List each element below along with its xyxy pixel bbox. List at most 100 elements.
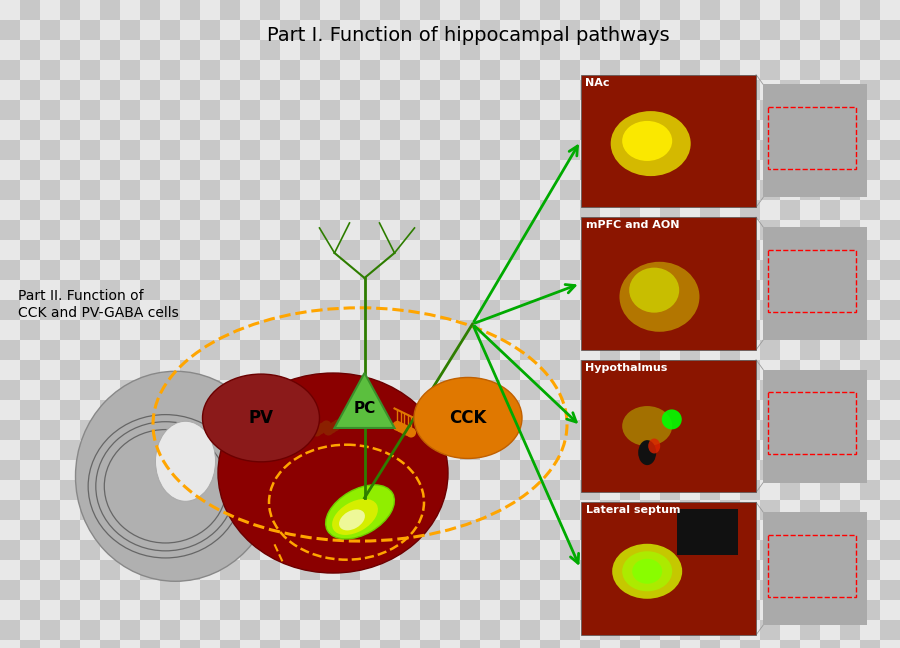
Bar	[20, 20, 40, 40]
Bar	[340, 540, 360, 560]
Bar	[760, 620, 780, 640]
Bar	[340, 520, 360, 540]
Bar	[240, 60, 260, 80]
Bar	[763, 84, 867, 198]
Bar	[820, 540, 840, 560]
Bar	[300, 100, 320, 120]
Bar	[780, 140, 800, 160]
Bar	[380, 620, 400, 640]
Bar	[540, 300, 560, 320]
Bar	[380, 80, 400, 100]
Bar	[300, 400, 320, 420]
Bar	[320, 560, 340, 580]
Bar	[720, 60, 740, 80]
Bar	[500, 580, 520, 600]
Bar	[880, 540, 900, 560]
Ellipse shape	[629, 268, 680, 312]
Bar	[740, 560, 760, 580]
Bar	[740, 220, 760, 240]
Bar	[600, 200, 620, 220]
Bar	[660, 300, 680, 320]
Bar	[840, 520, 860, 540]
Bar	[740, 440, 760, 460]
Bar	[760, 280, 780, 300]
Bar	[260, 580, 280, 600]
Bar	[140, 340, 160, 360]
Bar	[820, 300, 840, 320]
Bar	[460, 120, 480, 140]
Bar	[80, 440, 100, 460]
Bar	[800, 60, 820, 80]
Bar	[360, 340, 380, 360]
Bar	[660, 140, 680, 160]
Bar	[700, 120, 720, 140]
Bar	[540, 380, 560, 400]
Bar	[500, 320, 520, 340]
Bar	[220, 140, 240, 160]
Bar	[260, 80, 280, 100]
Bar	[480, 40, 500, 60]
Bar	[500, 160, 520, 180]
Bar	[500, 80, 520, 100]
Bar	[320, 0, 340, 20]
Ellipse shape	[611, 111, 690, 176]
Bar	[580, 20, 600, 40]
Bar	[40, 480, 60, 500]
Bar	[60, 180, 80, 200]
Bar	[380, 600, 400, 620]
Bar	[460, 600, 480, 620]
Bar	[700, 620, 720, 640]
Bar	[880, 280, 900, 300]
Bar	[860, 640, 880, 648]
Bar	[560, 260, 580, 280]
Bar	[180, 380, 200, 400]
Bar	[480, 380, 500, 400]
Bar	[360, 440, 380, 460]
Bar	[40, 280, 60, 300]
Bar	[520, 460, 540, 480]
Bar	[260, 520, 280, 540]
Bar	[340, 400, 360, 420]
Bar	[480, 220, 500, 240]
Bar	[560, 200, 580, 220]
Bar	[20, 520, 40, 540]
Bar	[580, 60, 600, 80]
Bar	[680, 640, 700, 648]
Bar	[320, 520, 340, 540]
Bar	[80, 100, 100, 120]
Bar	[160, 140, 180, 160]
Bar	[780, 520, 800, 540]
Bar	[860, 500, 880, 520]
Bar	[260, 540, 280, 560]
Bar	[300, 460, 320, 480]
Bar	[220, 160, 240, 180]
Bar	[360, 220, 380, 240]
Bar	[180, 540, 200, 560]
Bar	[640, 20, 660, 40]
Bar	[740, 180, 760, 200]
Bar	[620, 440, 640, 460]
Bar	[380, 120, 400, 140]
Bar	[80, 300, 100, 320]
Bar	[760, 460, 780, 480]
Bar	[540, 580, 560, 600]
Bar	[20, 400, 40, 420]
Bar	[40, 560, 60, 580]
Bar	[300, 640, 320, 648]
Bar	[420, 320, 440, 340]
Bar	[720, 20, 740, 40]
Bar	[100, 20, 120, 40]
Bar	[280, 40, 300, 60]
Bar	[120, 360, 140, 380]
Bar	[460, 160, 480, 180]
Bar	[20, 180, 40, 200]
Bar	[500, 20, 520, 40]
Bar	[0, 140, 20, 160]
Bar	[800, 440, 820, 460]
Bar	[420, 220, 440, 240]
Bar	[340, 260, 360, 280]
Bar	[860, 40, 880, 60]
Bar	[580, 360, 600, 380]
Bar	[440, 600, 460, 620]
Bar	[640, 300, 660, 320]
